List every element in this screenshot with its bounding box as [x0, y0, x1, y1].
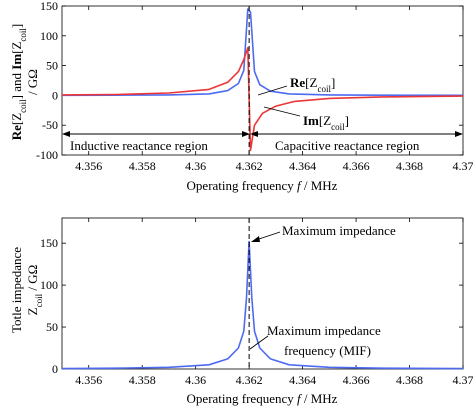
- y-tick-label: 50: [46, 59, 58, 73]
- chart-bottom-ylabel-line1: Totle impedance: [9, 247, 24, 333]
- x-tick-label: 4.36: [185, 373, 206, 387]
- y-tick-label: 150: [40, 236, 58, 250]
- x-tick-label: 4.368: [396, 373, 423, 387]
- y-tick-label: 150: [40, 0, 58, 13]
- re-callout-line: [257, 85, 288, 96]
- chart-bottom-x-axis: 4.356 4.358 4.36 4.362 4.364 4.366 4.368 4.37: [75, 218, 473, 387]
- chart-top-plot-area: [61, 5, 464, 156]
- x-tick-label: 4.37: [453, 159, 473, 173]
- chart-top-x-axis: 4.356 4.358 4.36 4.362 4.364 4.366 4.368 4.37: [75, 6, 473, 173]
- chart-bottom-plot-area: [61, 217, 464, 370]
- capacitive-region-arrow: [250, 131, 463, 137]
- x-tick-label: 4.358: [129, 373, 156, 387]
- chart-top-ylabel-line2: / GΩ: [25, 69, 40, 95]
- y-tick-label: 50: [46, 320, 58, 334]
- chart-top-y-axis: -100 -50 0 50 100 150: [36, 0, 463, 162]
- chart-bottom-y-axis: 0 50 100 150: [40, 236, 463, 376]
- series-line-im: [61, 46, 464, 151]
- chart-bottom-xlabel: Operating frequency f / MHz: [187, 391, 338, 406]
- x-tick-label: 4.368: [396, 159, 423, 173]
- inductive-region-arrow: [62, 131, 250, 137]
- re-callout-label: Re[Zcoil]: [290, 75, 335, 94]
- x-tick-label: 4.362: [236, 159, 263, 173]
- im-callout-label: Im[Zcoil]: [303, 113, 349, 132]
- x-tick-label: 4.356: [75, 373, 102, 387]
- mif-label-line2: frequency (MIF): [284, 343, 371, 358]
- capacitive-region-label: Capacitive reactance region: [275, 138, 420, 153]
- series-line-z: [61, 240, 464, 370]
- mif-callout-line: [249, 335, 269, 350]
- x-tick-label: 4.356: [75, 159, 102, 173]
- y-tick-label: -50: [42, 118, 58, 132]
- im-callout-line: [263, 106, 301, 117]
- y-tick-label: 100: [40, 29, 58, 43]
- chart-top-ylabel: Re[Zcoil] and Im[Zcoil] / GΩ: [9, 24, 40, 141]
- series-line-re: [61, 8, 464, 97]
- x-tick-label: 4.36: [185, 159, 206, 173]
- chart-top-ylabel-line1: Re[Zcoil] and Im[Zcoil]: [9, 24, 28, 141]
- max-impedance-label: Maximum impedance: [282, 223, 396, 238]
- x-tick-label: 4.366: [343, 373, 370, 387]
- chart-top-xlabel: Operating frequency f / MHz: [187, 178, 338, 193]
- y-tick-label: 0: [52, 362, 58, 376]
- chart-bottom-ylabel-line2: Zcoil / GΩ: [25, 265, 44, 316]
- y-tick-label: 0: [52, 88, 58, 102]
- chart-top: Re[Zcoil] and Im[Zcoil] / GΩ -100 -50 0 50 1…: [9, 0, 473, 193]
- x-tick-label: 4.364: [289, 159, 316, 173]
- max-impedance-arrowhead: [251, 236, 260, 242]
- mif-label-line1: Maximum impedance: [267, 323, 381, 338]
- x-tick-label: 4.362: [236, 373, 263, 387]
- inductive-region-label: Inductive reactance region: [70, 138, 208, 153]
- y-tick-label: 100: [40, 278, 58, 292]
- chart-bottom-series: [61, 240, 464, 370]
- y-tick-label: -100: [36, 148, 58, 162]
- x-tick-label: 4.358: [129, 159, 156, 173]
- x-tick-label: 4.37: [453, 373, 473, 387]
- x-tick-label: 4.364: [289, 373, 316, 387]
- chart-bottom: Totle impedance Zcoil / GΩ 0 50 100 150 4.3…: [9, 217, 473, 406]
- chart-bottom-ylabel: Totle impedance Zcoil / GΩ: [9, 247, 44, 333]
- chart-top-series: [61, 8, 464, 151]
- x-tick-label: 4.366: [343, 159, 370, 173]
